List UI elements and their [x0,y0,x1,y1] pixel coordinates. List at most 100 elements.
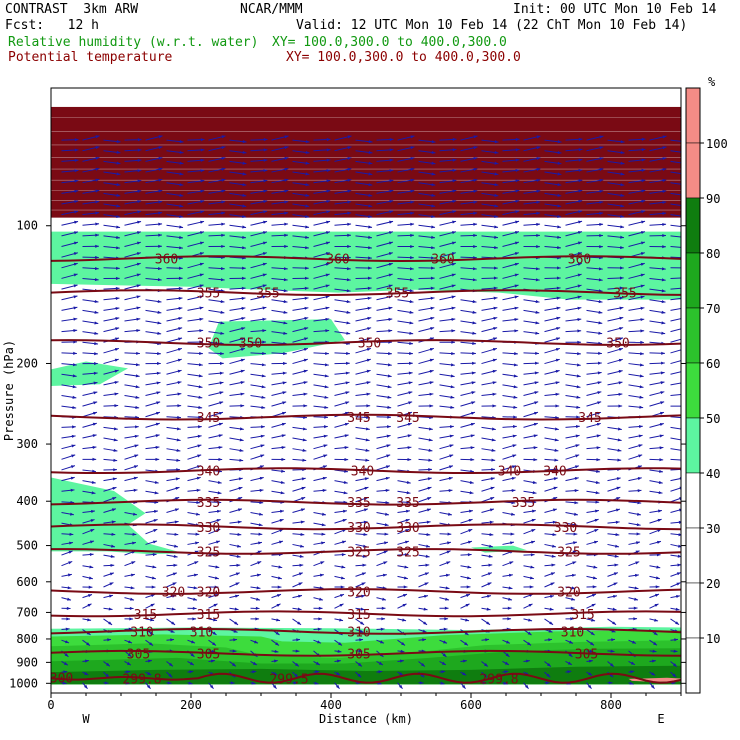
theta-label-305: 305 [575,647,598,662]
wind-arrow-head [220,278,225,282]
wind-arrow-head [303,347,308,351]
wind-arrow-head [198,395,203,399]
wind-arrow-head [365,458,370,462]
wind-arrow-head [617,438,622,442]
wind-arrow-head [557,183,562,187]
wind-arrow [670,382,681,386]
wind-arrow-head [659,422,664,426]
wind-arrow-head [199,306,204,310]
wind-arrow-head [302,458,307,462]
wind-arrow-head [345,401,350,405]
wind-arrow-head [147,671,152,675]
wind-arrow-head [662,178,667,182]
theta-contour-340 [51,467,681,474]
wind-arrow-head [640,262,645,266]
wind-arrow-head [380,640,385,644]
wind-arrow-head [273,672,278,676]
wind-arrow-head [467,540,472,544]
wind-arrow-head [281,411,286,415]
wind-arrow-head [428,458,433,462]
wind-arrow-head [242,235,246,239]
wind-arrow-head [431,246,435,250]
wind-arrow-head [176,427,181,431]
wind-arrow-head [88,585,93,589]
wind-arrow-head [430,306,435,310]
wind-arrow-head [533,434,538,438]
wind-arrow-head [263,138,268,142]
wind-arrow-head [554,427,559,431]
y-tick-label: 700 [16,605,38,619]
wind-arrow-head [179,204,184,208]
wind-arrow-head [629,681,634,685]
wind-arrow-head [242,193,247,197]
wind-arrow-head [491,467,495,472]
wind-arrow-head [274,649,279,653]
wind-arrow-head [494,193,499,197]
wind-arrow-head [347,233,351,237]
wind-arrow-head [132,541,136,545]
wind-arrow-head [263,200,268,204]
wind-arrow-head [134,444,139,448]
wind-arrow-head [110,554,115,558]
wind-arrow-head [263,169,268,173]
wind-arrow-head [173,563,178,567]
wind-arrow-head [179,172,184,176]
wind-arrow-head [466,585,471,589]
wind-arrow-head [149,631,154,635]
wind-arrow-head [677,563,681,567]
wind-arrow-head [95,167,100,171]
colorbar-segment-50 [685,417,701,474]
wind-arrow-head [257,561,262,565]
wind-arrow-head [573,532,578,536]
wind-arrow-head [598,300,603,304]
wind-arrow-head [553,486,558,490]
wind-arrow-head [323,454,328,458]
wind-arrow-head [578,148,583,152]
wind-arrow-head [555,416,559,420]
wind-arrow-head [599,167,604,172]
wind-arrow [670,139,681,142]
wind-arrow-head [612,621,617,625]
wind-arrow-head [261,395,266,399]
wind-arrow-head [662,157,667,161]
wind-arrow-head [132,512,137,516]
wind-arrow-head [660,381,665,385]
wind-arrow-head [597,391,602,395]
wind-arrow [670,297,681,301]
wind-arrow-head [383,561,388,565]
wind-arrow-head [188,681,193,685]
wind-arrow-head [656,540,661,544]
wind-arrow-head [408,391,413,395]
wind-arrow-head [406,500,411,504]
wind-arrow-head [90,519,95,523]
wind-arrow-head [95,244,99,248]
wind-arrow-head [357,662,362,667]
wind-arrow-head [430,316,435,320]
wind-arrow-head [305,161,310,165]
wind-arrow-head [337,649,342,653]
wind-arrow-head [554,438,559,442]
wind-arrow-head [252,661,257,665]
theta-label-330: 330 [396,521,419,536]
wind-arrow-head [344,446,349,450]
wind-arrow-head [87,618,92,622]
wind-arrow-head [305,266,309,270]
wind-arrow-head [213,618,218,622]
wind-arrow-head [590,631,595,636]
wind-arrow-head [557,225,562,229]
wind-arrow-head [464,631,469,636]
field1-name: Relative humidity (w.r.t. water) [8,35,259,50]
wind-arrow-head [548,629,553,633]
wind-arrow-head [116,139,121,144]
wind-arrow-head [199,252,204,256]
wind-arrow-head [451,241,456,245]
wind-arrow-head [109,572,114,576]
wind-arrow-head [295,649,300,653]
wind-arrow-head [272,684,277,689]
wind-arrow-head [431,235,435,239]
wind-arrow-head [403,576,408,580]
theta-label-320: 320 [347,585,370,600]
wind-arrow-head [483,663,488,667]
wind-arrow-head [137,231,141,235]
